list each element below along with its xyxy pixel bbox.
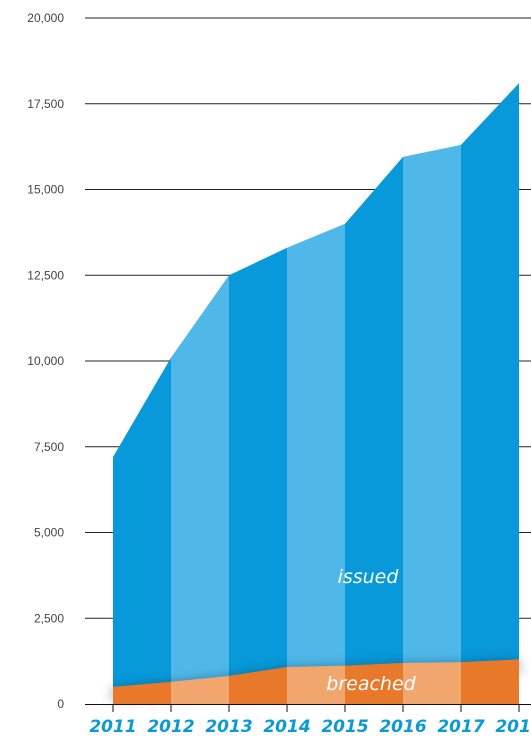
- y-tick-label: 0: [57, 697, 64, 711]
- issued-area-segment: [229, 83, 287, 704]
- x-tick-label: 2013: [205, 717, 252, 737]
- x-axis: [85, 704, 531, 712]
- breached-area-segment: [403, 659, 461, 704]
- y-tick-label: 2,500: [34, 611, 64, 625]
- y-tick-label: 12,500: [27, 268, 64, 282]
- x-tick-label: 2017: [437, 717, 484, 737]
- x-tick-label: 2014: [263, 717, 310, 737]
- breached-area-segment: [345, 659, 403, 704]
- x-axis-ticks: 2011 2012 2013 2014 2015 2016 2017 2018: [89, 717, 531, 737]
- issued-area-segment: [171, 83, 229, 704]
- breached-area-segment: [287, 659, 345, 704]
- issued-area-segment: [345, 83, 403, 704]
- y-tick-label: 17,500: [27, 97, 64, 111]
- y-axis-ticks: 0 2,500 5,000 7,500 10,000 12,500 15,000 17,500…: [27, 11, 64, 711]
- y-tick-label: 10,000: [27, 354, 64, 368]
- issued-area-segment: [287, 83, 345, 704]
- series-issued: [113, 83, 519, 704]
- x-tick-label: 2015: [321, 717, 368, 737]
- y-tick-label: 20,000: [27, 11, 64, 25]
- y-tick-label: 15,000: [27, 183, 64, 197]
- x-tick-label: 2016: [379, 717, 426, 737]
- issued-area-segment: [461, 83, 519, 704]
- series-label-breached: breached: [326, 673, 416, 695]
- x-tick-label: 2012: [147, 717, 194, 737]
- x-tick-label: 2018: [495, 717, 531, 737]
- series-label-issued: issued: [338, 566, 400, 588]
- x-tick-label: 2011: [89, 717, 136, 737]
- issued-area-segment: [403, 83, 461, 704]
- y-tick-label: 5,000: [34, 526, 64, 540]
- issued-area-segment: [113, 83, 171, 704]
- breached-area-segment: [461, 659, 519, 704]
- y-tick-label: 7,500: [34, 440, 64, 454]
